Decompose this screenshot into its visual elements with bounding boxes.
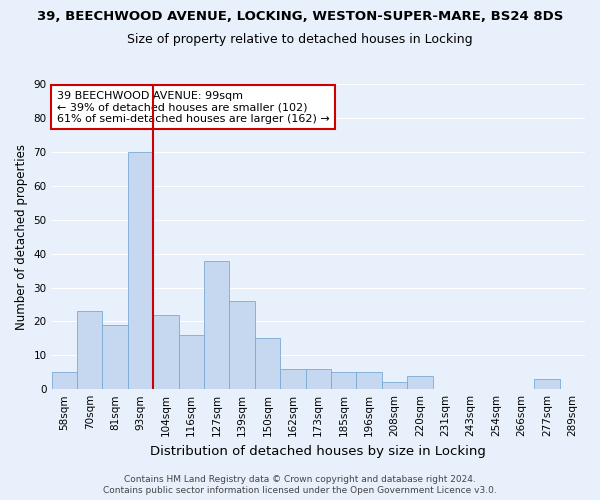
Text: Size of property relative to detached houses in Locking: Size of property relative to detached ho…	[127, 32, 473, 46]
X-axis label: Distribution of detached houses by size in Locking: Distribution of detached houses by size …	[151, 444, 486, 458]
Bar	[255, 338, 280, 389]
Bar	[407, 376, 433, 389]
Text: 39, BEECHWOOD AVENUE, LOCKING, WESTON-SUPER-MARE, BS24 8DS: 39, BEECHWOOD AVENUE, LOCKING, WESTON-SU…	[37, 10, 563, 23]
Bar	[153, 314, 179, 389]
Bar	[382, 382, 407, 389]
Bar	[331, 372, 356, 389]
Y-axis label: Number of detached properties: Number of detached properties	[15, 144, 28, 330]
Text: Contains public sector information licensed under the Open Government Licence v3: Contains public sector information licen…	[103, 486, 497, 495]
Bar	[179, 335, 204, 389]
Bar	[229, 301, 255, 389]
Bar	[52, 372, 77, 389]
Bar	[305, 369, 331, 389]
Bar	[280, 369, 305, 389]
Bar	[356, 372, 382, 389]
Bar	[534, 379, 560, 389]
Bar	[77, 312, 103, 389]
Text: Contains HM Land Registry data © Crown copyright and database right 2024.: Contains HM Land Registry data © Crown c…	[124, 475, 476, 484]
Bar	[204, 260, 229, 389]
Text: 39 BEECHWOOD AVENUE: 99sqm
← 39% of detached houses are smaller (102)
61% of sem: 39 BEECHWOOD AVENUE: 99sqm ← 39% of deta…	[57, 90, 329, 124]
Bar	[103, 325, 128, 389]
Bar	[128, 152, 153, 389]
